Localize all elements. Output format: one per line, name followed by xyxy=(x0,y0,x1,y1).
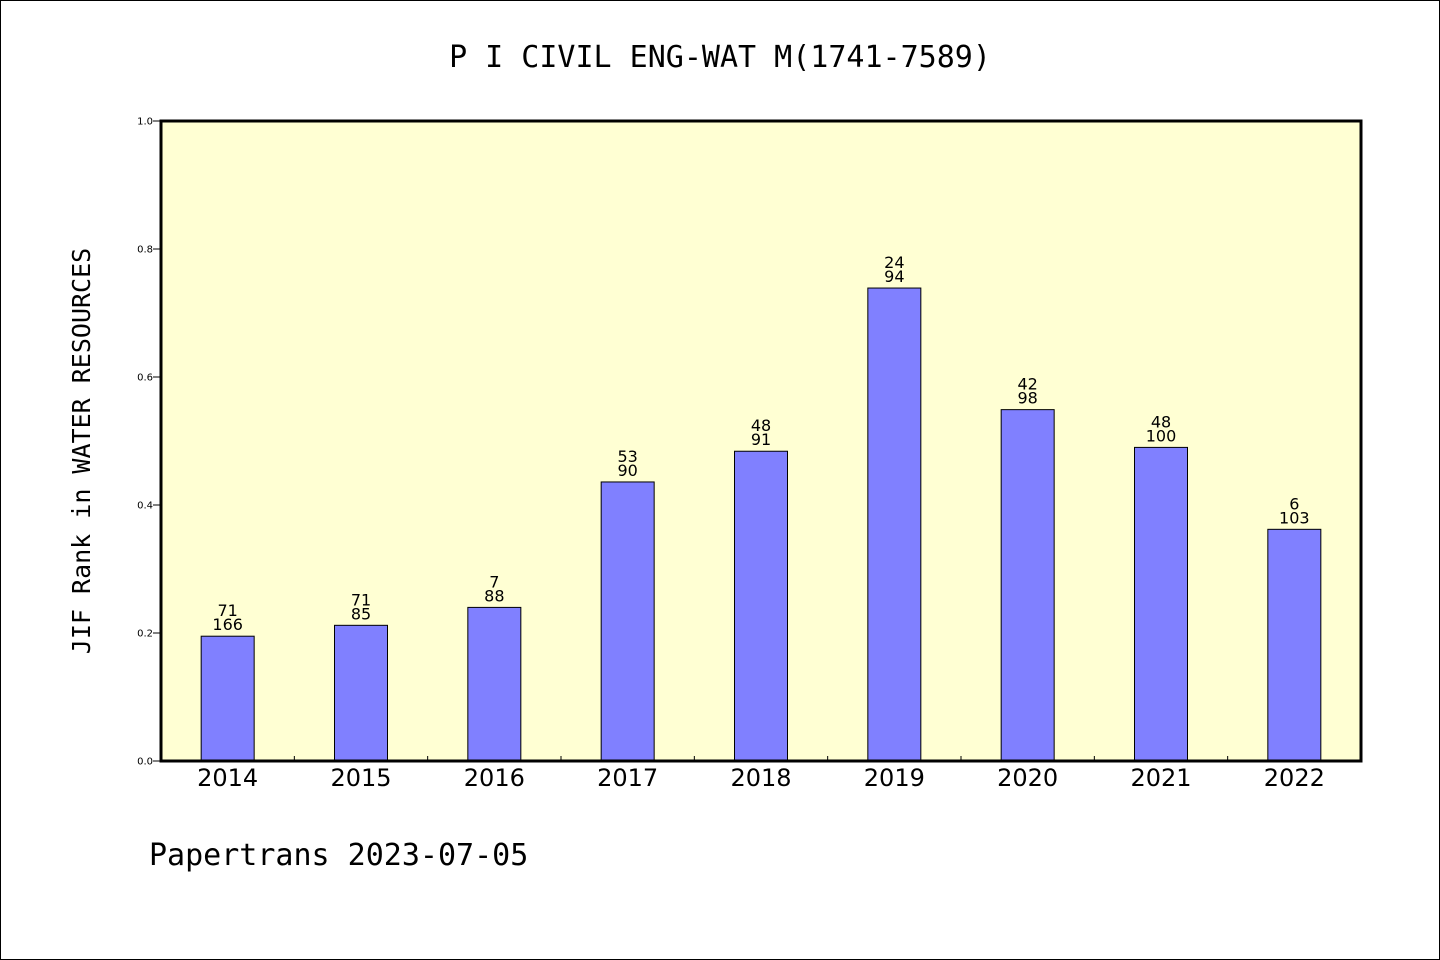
bar-total-label: 91 xyxy=(751,430,771,449)
bar-rank-label: 42 xyxy=(1017,375,1037,394)
bar-2019 xyxy=(867,287,922,762)
bars-layer xyxy=(200,287,1322,762)
bar-rank-label: 48 xyxy=(1151,412,1171,431)
footer-credit: Papertrans 2023-07-05 xyxy=(149,838,528,873)
x-tick-label: 2021 xyxy=(1130,764,1191,792)
bar-2021 xyxy=(1134,446,1188,762)
bar-rank-label: 7 xyxy=(489,572,499,591)
y-tick-label: 1.0 xyxy=(137,117,153,128)
y-tick-label: 0.6 xyxy=(137,373,153,384)
x-tick-label: 2015 xyxy=(330,764,391,792)
x-axis-ticks: 2014 2015 2016 2017 2018 2019 2020 2021 2022 xyxy=(197,756,1325,792)
x-tick-label: 2020 xyxy=(997,764,1058,792)
x-tick-label: 2014 xyxy=(197,764,258,792)
bar-rank-label: 24 xyxy=(884,253,904,272)
x-tick-label: 2019 xyxy=(864,764,925,792)
bar-total-label: 85 xyxy=(351,604,371,623)
bar-2022 xyxy=(1267,528,1322,762)
bar-total-label: 100 xyxy=(1146,426,1177,445)
bar-2017 xyxy=(600,481,655,762)
bar-2018 xyxy=(734,450,788,762)
bar-total-label: 103 xyxy=(1279,508,1310,527)
bar-rank-label: 48 xyxy=(751,416,771,435)
bar-2016 xyxy=(467,606,522,762)
plot-frame xyxy=(159,119,1363,763)
bar-total-label: 166 xyxy=(212,615,243,634)
x-tick-label: 2018 xyxy=(730,764,791,792)
y-tick-label: 0.4 xyxy=(137,501,153,512)
bar-total-label: 94 xyxy=(884,267,904,286)
bar-total-label: 88 xyxy=(484,586,504,605)
bar-total-label: 98 xyxy=(1017,389,1037,408)
x-tick-label: 2022 xyxy=(1264,764,1325,792)
bar-rank-label: 71 xyxy=(351,590,371,609)
y-tick-label: 0.2 xyxy=(137,629,153,640)
bar-rank-label: 6 xyxy=(1289,494,1299,513)
bar-2015 xyxy=(334,624,388,762)
bar-2020 xyxy=(1000,409,1055,762)
chart-title: P I CIVIL ENG-WAT M(1741-7589) xyxy=(449,40,991,75)
y-axis-ticks: 0.0 0.2 0.4 0.6 0.8 1.0 xyxy=(137,117,161,768)
y-tick-label: 0.0 xyxy=(137,757,153,768)
bar-rank-label: 53 xyxy=(617,447,637,466)
bar-2014 xyxy=(200,635,255,762)
x-tick-label: 2017 xyxy=(597,764,658,792)
y-axis-label: JIF Rank in WATER RESOURCES xyxy=(67,248,96,654)
bar-rank-label: 71 xyxy=(217,601,237,620)
y-tick-label: 0.8 xyxy=(137,245,153,256)
x-tick-label: 2016 xyxy=(464,764,525,792)
bar-total-label: 90 xyxy=(617,461,637,480)
